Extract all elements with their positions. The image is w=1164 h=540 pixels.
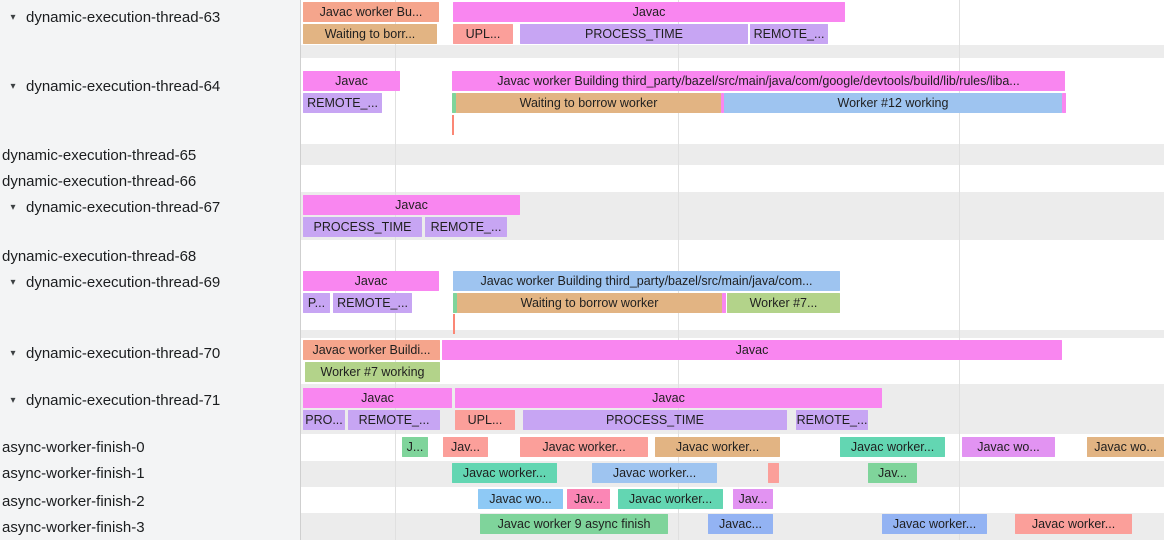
track-dynamic-execution-thread-65[interactable]: dynamic-execution-thread-65 — [0, 142, 298, 168]
timeline-slice[interactable]: Javac worker Buildi... — [303, 340, 440, 360]
collapse-triangle-icon[interactable]: ▾ — [10, 80, 16, 92]
timeline-slice[interactable]: Javac wo... — [478, 489, 563, 509]
track-name-label: dynamic-execution-thread-69 — [26, 273, 221, 291]
timeline-slice[interactable]: REMOTE_... — [796, 410, 868, 430]
instant-event-tick[interactable] — [453, 314, 455, 334]
row-stripe — [300, 461, 1164, 487]
timeline-slice[interactable]: Javac worker... — [618, 489, 723, 509]
collapse-triangle-icon[interactable]: ▾ — [10, 11, 16, 23]
track-name-label: dynamic-execution-thread-64 — [26, 77, 221, 95]
track-dynamic-execution-thread-71[interactable]: ▾ dynamic-execution-thread-71 — [0, 387, 298, 413]
timeline-slice[interactable]: UPL... — [453, 24, 513, 44]
timeline-slice[interactable]: Jav... — [733, 489, 773, 509]
timeline-slice[interactable]: Javac worker Building third_party/bazel/… — [453, 271, 840, 291]
timeline-slice[interactable]: REMOTE_... — [333, 293, 412, 313]
track-name-label: async-worker-finish-0 — [2, 438, 145, 456]
track-dynamic-execution-thread-67[interactable]: ▾ dynamic-execution-thread-67 — [0, 194, 298, 220]
collapse-triangle-icon[interactable]: ▾ — [10, 201, 16, 213]
track-name-label: async-worker-finish-1 — [2, 464, 145, 482]
timeline-slice[interactable]: Javac — [442, 340, 1062, 360]
collapse-triangle-icon[interactable]: ▾ — [10, 276, 16, 288]
timeline-slice[interactable]: Waiting to borrow worker — [457, 293, 722, 313]
timeline-slice[interactable]: REMOTE_... — [348, 410, 440, 430]
timeline-slice[interactable] — [453, 293, 457, 313]
row-stripe — [300, 330, 1164, 338]
track-dynamic-execution-thread-68[interactable]: dynamic-execution-thread-68 — [0, 243, 298, 269]
track-async-worker-finish-1[interactable]: async-worker-finish-1 — [0, 460, 298, 486]
time-gridline — [395, 0, 396, 540]
timeline-slice[interactable]: Javac wo... — [1087, 437, 1164, 457]
timeline-slice[interactable]: REMOTE_... — [750, 24, 828, 44]
timeline-slice[interactable]: Javac wo... — [962, 437, 1055, 457]
track-name-label: dynamic-execution-thread-68 — [2, 247, 197, 265]
timeline-slice[interactable] — [722, 293, 726, 313]
timeline-slice[interactable]: P... — [303, 293, 330, 313]
track-name-label: dynamic-execution-thread-71 — [26, 391, 221, 409]
timeline-slice[interactable]: Javac worker... — [1015, 514, 1132, 534]
timeline-slice[interactable]: Jav... — [443, 437, 488, 457]
timeline-slice[interactable]: PROCESS_TIME — [523, 410, 787, 430]
track-async-worker-finish-2[interactable]: async-worker-finish-2 — [0, 488, 298, 514]
timeline-slice[interactable]: J... — [402, 437, 428, 457]
timeline-slice[interactable]: Javac worker... — [592, 463, 717, 483]
timeline-slice[interactable]: Javac... — [708, 514, 773, 534]
timeline-slice[interactable]: Javac worker 9 async finish — [480, 514, 668, 534]
timeline-slice[interactable]: Jav... — [567, 489, 610, 509]
track-dynamic-execution-thread-63[interactable]: ▾ dynamic-execution-thread-63 — [0, 4, 298, 30]
track-name-label: async-worker-finish-2 — [2, 492, 145, 510]
track-name-label: dynamic-execution-thread-66 — [2, 172, 197, 190]
timeline-slice[interactable]: Javac — [303, 71, 400, 91]
track-name-label: dynamic-execution-thread-70 — [26, 344, 221, 362]
timeline-slice[interactable]: Waiting to borr... — [303, 24, 437, 44]
timeline-slice[interactable]: PROCESS_TIME — [520, 24, 748, 44]
timeline-slice[interactable]: UPL... — [455, 410, 515, 430]
track-async-worker-finish-3[interactable]: async-worker-finish-3 — [0, 514, 298, 540]
track-name-label: async-worker-finish-3 — [2, 518, 145, 536]
timeline-slice[interactable]: Javac — [455, 388, 882, 408]
time-gridline — [678, 0, 679, 540]
collapse-triangle-icon[interactable]: ▾ — [10, 347, 16, 359]
timeline-slice[interactable]: Javac worker... — [452, 463, 557, 483]
track-name-label: dynamic-execution-thread-63 — [26, 8, 221, 26]
timeline-slice[interactable] — [1062, 93, 1066, 113]
timeline-slice[interactable]: Javac — [303, 271, 439, 291]
timeline-slice[interactable]: Javac worker... — [520, 437, 648, 457]
timeline-slice[interactable]: REMOTE_... — [303, 93, 382, 113]
timeline-slice[interactable]: Javac worker Bu... — [303, 2, 439, 22]
track-dynamic-execution-thread-66[interactable]: dynamic-execution-thread-66 — [0, 168, 298, 194]
track-dynamic-execution-thread-70[interactable]: ▾ dynamic-execution-thread-70 — [0, 340, 298, 366]
timeline-slice[interactable] — [721, 93, 724, 113]
timeline-slice[interactable]: Waiting to borrow worker — [456, 93, 721, 113]
timeline-slice[interactable]: REMOTE_... — [425, 217, 507, 237]
timeline-slice[interactable]: Javac — [303, 195, 520, 215]
timeline-slice[interactable]: Javac worker... — [655, 437, 780, 457]
time-gridline — [959, 0, 960, 540]
track-name-panel: ▾ dynamic-execution-thread-63 ▾ dynamic-exe… — [0, 0, 301, 540]
track-async-worker-finish-0[interactable]: async-worker-finish-0 — [0, 434, 298, 460]
track-name-label: dynamic-execution-thread-67 — [26, 198, 221, 216]
timeline-slice[interactable]: Worker #7... — [727, 293, 840, 313]
timeline-slice[interactable]: Javac worker... — [840, 437, 945, 457]
timeline-slice[interactable]: PROCESS_TIME — [303, 217, 422, 237]
timeline-slice[interactable]: Javac — [303, 388, 452, 408]
timeline-slice[interactable]: PRO... — [303, 410, 345, 430]
timeline-slice[interactable]: Jav... — [868, 463, 917, 483]
timeline-slice[interactable] — [452, 93, 456, 113]
timeline-canvas[interactable]: Javac worker Bu... Javac Waiting to borr..… — [300, 0, 1164, 540]
track-dynamic-execution-thread-64[interactable]: ▾ dynamic-execution-thread-64 — [0, 73, 298, 99]
track-dynamic-execution-thread-69[interactable]: ▾ dynamic-execution-thread-69 — [0, 269, 298, 295]
instant-event-tick[interactable] — [452, 115, 454, 135]
timeline-slice[interactable]: Javac — [453, 2, 845, 22]
track-name-label: dynamic-execution-thread-65 — [2, 146, 197, 164]
row-stripe — [300, 45, 1164, 58]
collapse-triangle-icon[interactable]: ▾ — [10, 394, 16, 406]
timeline-slice[interactable]: Worker #7 working — [305, 362, 440, 382]
timeline-slice[interactable] — [768, 463, 779, 483]
row-stripe — [300, 144, 1164, 165]
timeline-slice[interactable]: Javac worker Building third_party/bazel/… — [452, 71, 1065, 91]
timeline-slice[interactable]: Worker #12 working — [724, 93, 1062, 113]
timeline-slice[interactable]: Javac worker... — [882, 514, 987, 534]
